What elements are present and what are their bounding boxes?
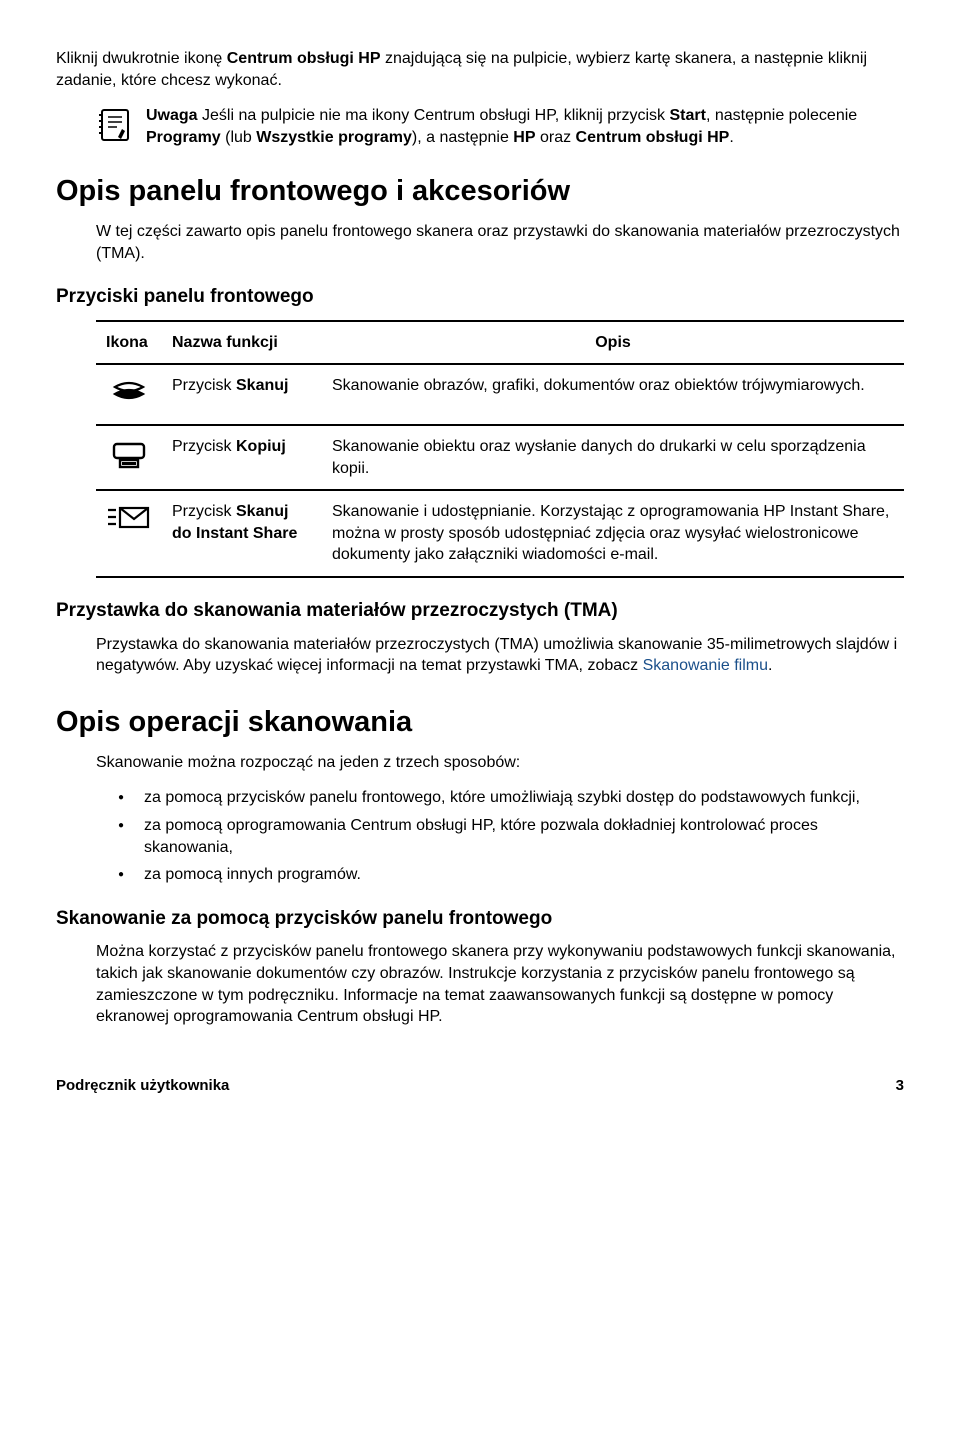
footer-title: Podręcznik użytkownika <box>56 1076 229 1096</box>
heading-panel-accessories: Opis panelu frontowego i akcesoriów <box>56 172 904 211</box>
panel-accessories-body: W tej części zawarto opis panelu frontow… <box>96 221 904 264</box>
note-m1: Jeśli na pulpicie nie ma ikony Centrum o… <box>198 107 670 124</box>
note-b2: Programy <box>146 129 221 146</box>
note-m4: ), a następnie <box>412 129 513 146</box>
name-bold: Kopiuj <box>236 438 286 455</box>
heading-front-panel-scan: Skanowanie za pomocą przycisków panelu f… <box>56 906 904 932</box>
intro-paragraph: Kliknij dwukrotnie ikonę Centrum obsługi… <box>56 48 904 91</box>
table-cell-desc: Skanowanie obrazów, grafiki, dokumentów … <box>322 364 904 425</box>
footer-page-number: 3 <box>896 1076 904 1096</box>
tma-link[interactable]: Skanowanie filmu <box>643 657 768 674</box>
intro-text-prefix: Kliknij dwukrotnie ikonę <box>56 50 227 67</box>
note-b3: Wszystkie programy <box>256 129 412 146</box>
table-cell-name: Przycisk Skanuj <box>162 364 322 425</box>
scan-icon <box>96 364 162 425</box>
page-footer: Podręcznik użytkownika 3 <box>56 1076 904 1096</box>
tma-body-pre: Przystawka do skanowania materiałów prze… <box>96 636 897 675</box>
table-cell-desc: Skanowanie i udostępnianie. Korzystając … <box>322 490 904 577</box>
name-prefix: Przycisk <box>172 377 236 394</box>
share-icon <box>96 490 162 577</box>
table-header-icon: Ikona <box>96 321 162 365</box>
tma-body: Przystawka do skanowania materiałów prze… <box>96 634 904 677</box>
scan-methods-list: za pomocą przycisków panelu frontowego, … <box>96 787 904 885</box>
name-prefix: Przycisk <box>172 503 236 520</box>
scan-operations-intro: Skanowanie można rozpocząć na jeden z tr… <box>96 752 904 774</box>
table-cell-name: Przycisk Kopiuj <box>162 425 322 490</box>
note-block: Uwaga Jeśli na pulpicie nie ma ikony Cen… <box>56 105 904 150</box>
note-paragraph: Uwaga Jeśli na pulpicie nie ma ikony Cen… <box>146 105 904 148</box>
table-header-name: Nazwa funkcji <box>162 321 322 365</box>
buttons-table: Ikona Nazwa funkcji Opis Przycisk Skanuj… <box>96 320 904 578</box>
note-b5: Centrum obsługi HP <box>576 129 730 146</box>
note-m2: , następnie polecenie <box>706 107 857 124</box>
note-icon <box>96 107 132 150</box>
table-row: Przycisk Skanuj Skanowanie obrazów, graf… <box>96 364 904 425</box>
heading-tma: Przystawka do skanowania materiałów prze… <box>56 598 904 624</box>
name-prefix: Przycisk <box>172 438 236 455</box>
table-header-desc: Opis <box>322 321 904 365</box>
table-row: Przycisk Skanuj do Instant Share Skanowa… <box>96 490 904 577</box>
list-item: za pomocą przycisków panelu frontowego, … <box>96 787 904 809</box>
heading-scan-operations: Opis operacji skanowania <box>56 703 904 742</box>
name-bold: Skanuj <box>236 377 288 394</box>
table-header-row: Ikona Nazwa funkcji Opis <box>96 321 904 365</box>
front-panel-scan-body: Można korzystać z przycisków panelu fron… <box>96 941 904 1027</box>
note-m3: (lub <box>221 129 257 146</box>
copy-icon <box>96 425 162 490</box>
heading-front-panel-buttons: Przyciski panelu frontowego <box>56 284 904 310</box>
table-cell-name: Przycisk Skanuj do Instant Share <box>162 490 322 577</box>
list-item: za pomocą oprogramowania Centrum obsługi… <box>96 815 904 858</box>
note-b4: HP <box>513 129 535 146</box>
note-b1: Start <box>669 107 705 124</box>
intro-bold-1: Centrum obsługi HP <box>227 50 381 67</box>
note-m6: . <box>729 129 733 146</box>
table-row: Przycisk Kopiuj Skanowanie obiektu oraz … <box>96 425 904 490</box>
note-label: Uwaga <box>146 107 198 124</box>
tma-body-post: . <box>768 657 772 674</box>
table-cell-desc: Skanowanie obiektu oraz wysłanie danych … <box>322 425 904 490</box>
note-m5: oraz <box>536 129 576 146</box>
list-item: za pomocą innych programów. <box>96 864 904 886</box>
